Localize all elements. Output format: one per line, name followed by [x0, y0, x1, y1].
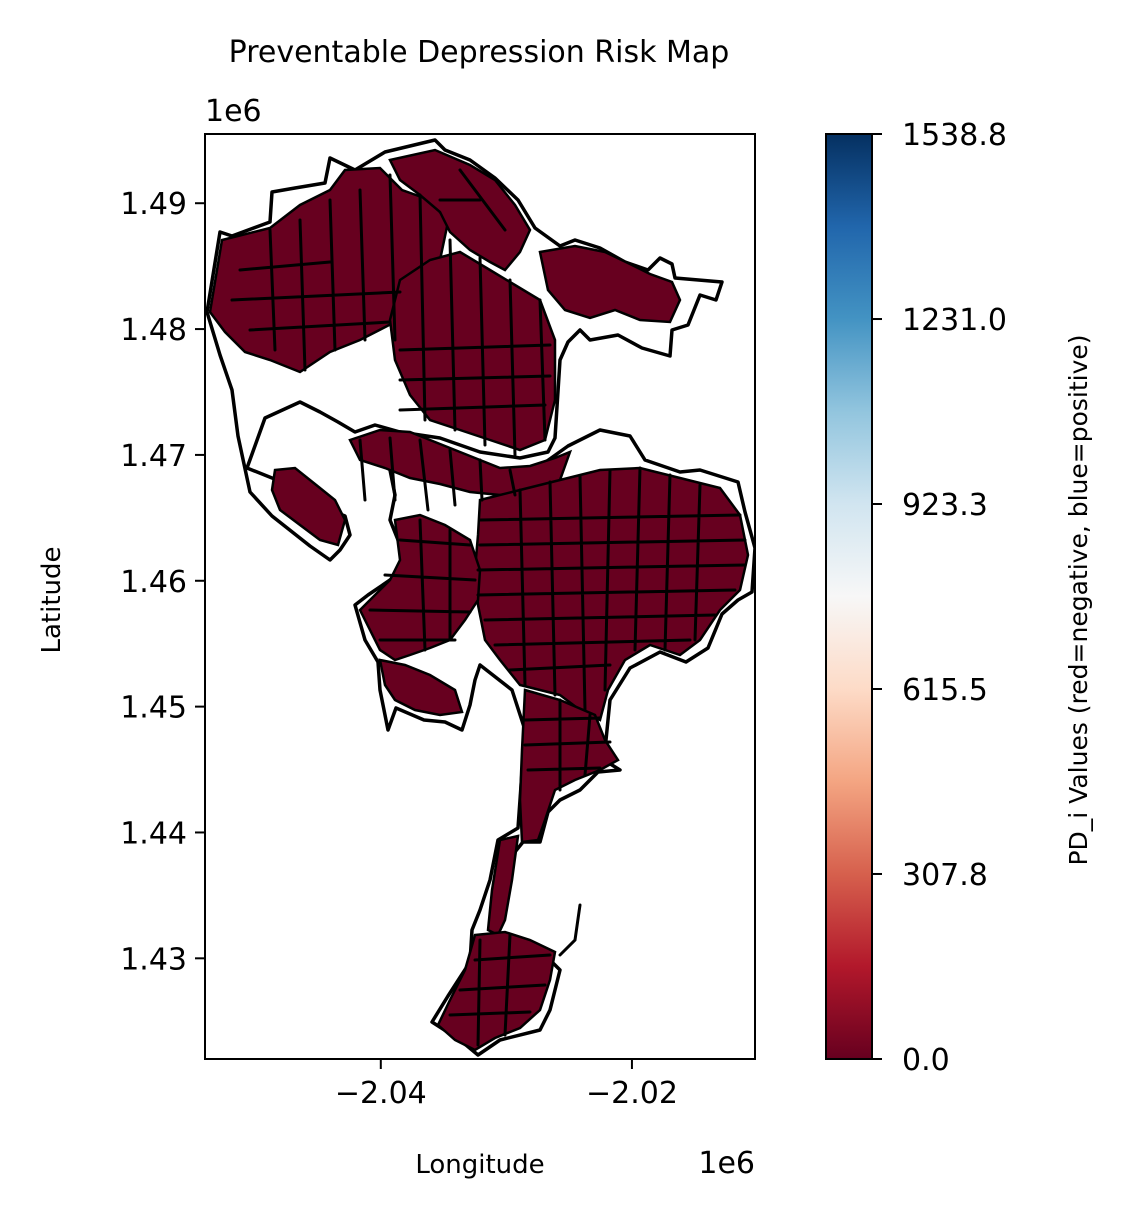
y-axis-label: Latitude [37, 546, 67, 653]
x-tick-label: −2.04 [335, 1076, 427, 1111]
fill-central-core [473, 466, 750, 722]
map-title: Preventable Depression Risk Map [229, 35, 730, 70]
colorbar-tick-label: 307.8 [902, 858, 988, 893]
colorbar-label: PD_i Values (red=negative, blue=positive… [1064, 334, 1093, 865]
colorbar: 0.0 307.8 615.5 923.3 1231.0 1538.8 PD_i Valu… [825, 118, 1093, 1078]
y-tick-label: 1.45 [120, 691, 187, 726]
fill-north [388, 148, 532, 272]
fill-southwest-pocket [378, 658, 464, 717]
map-axes-frame [204, 133, 756, 1060]
colorbar-ticks: 0.0 307.8 615.5 923.3 1231.0 1538.8 [872, 118, 1007, 1078]
colorbar-tick-label: 615.5 [902, 673, 988, 708]
fill-west-spur [270, 466, 347, 547]
y-axis-offset-text: 1e6 [205, 94, 262, 129]
x-tick-label: −2.02 [586, 1076, 678, 1111]
x-axis-ticks: −2.04 −2.02 [335, 1059, 678, 1111]
colorbar-gradient [826, 134, 872, 1059]
y-tick-label: 1.44 [120, 816, 187, 851]
y-axis-ticks: 1.43 1.44 1.45 1.46 1.47 1.48 1.49 [120, 187, 205, 977]
fill-south-strip [486, 834, 520, 937]
fill-hills [348, 428, 573, 497]
subunit-lines-south [448, 698, 612, 1047]
subunit-boundaries [230, 168, 747, 1047]
subunit-lines-north [230, 168, 552, 457]
subunit-lines-hills [358, 436, 517, 512]
x-axis-label: Longitude [415, 1150, 544, 1180]
colorbar-tick-label: 0.0 [902, 1043, 950, 1078]
y-tick-label: 1.47 [120, 439, 187, 474]
fill-northeast [538, 244, 682, 324]
colorbar-tick-label: 923.3 [902, 488, 988, 523]
y-tick-label: 1.48 [120, 313, 187, 348]
colorbar-frame [825, 133, 873, 1060]
subunit-lines-central [368, 466, 747, 712]
map-region [205, 138, 755, 1057]
fill-south-tip [436, 930, 557, 1052]
x-axis-offset-text: 1e6 [698, 1146, 755, 1181]
map-axes: −2.04 −2.02 1.431.441.451.461.471.481.49 … [37, 94, 756, 1181]
colorbar-tick-label: 1538.8 [902, 118, 1007, 153]
y-tick-label: 1.46 [120, 565, 187, 600]
y-tick-label: 1.49 [120, 187, 187, 222]
colorbar-tick-label: 1231.0 [902, 303, 1007, 338]
y-tick-label: 1.43 [120, 942, 187, 977]
